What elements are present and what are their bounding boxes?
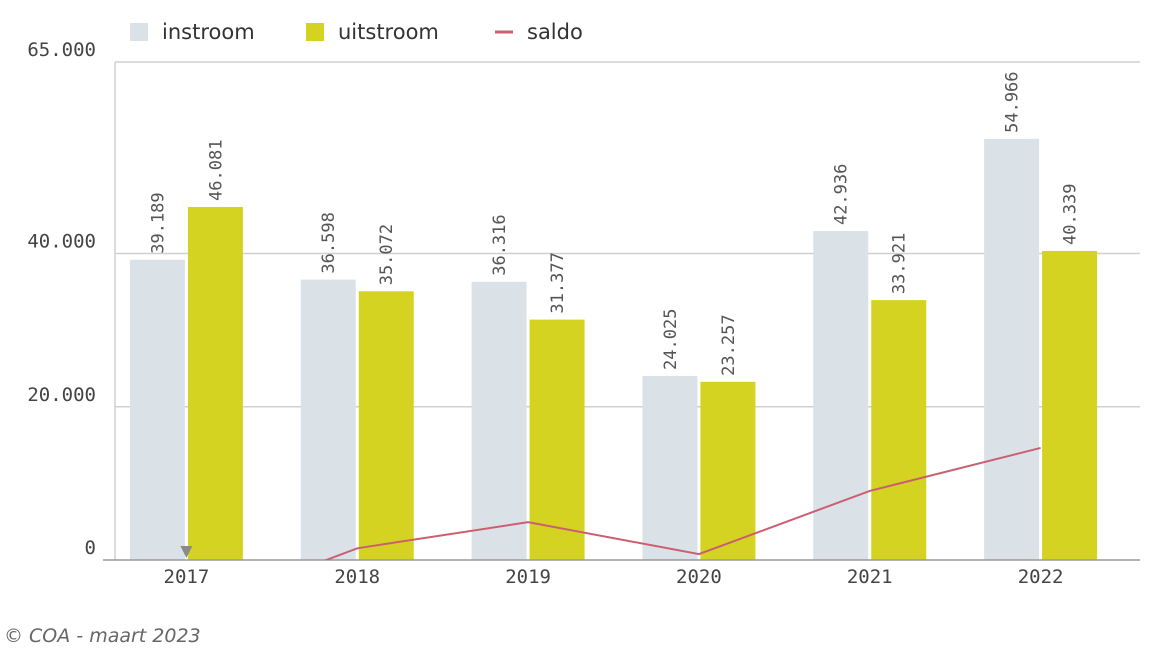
legend-label-uitstroom: uitstroom	[338, 20, 439, 44]
bar-uitstroom-2022	[1042, 250, 1098, 560]
bar-instroom-2017	[129, 259, 185, 560]
bar-instroom-2019	[471, 281, 527, 560]
off-scale-marker-saldo-2017	[180, 546, 193, 558]
data-label-uitstroom-2017: 46.081	[206, 140, 226, 201]
y-tick-label: 20.000	[27, 384, 96, 406]
bar-uitstroom-2017	[187, 206, 243, 560]
data-label-instroom-2017: 39.189	[148, 192, 168, 253]
data-label-instroom-2019: 36.316	[490, 214, 510, 275]
bar-instroom-2020	[642, 375, 698, 560]
data-label-uitstroom-2022: 40.339	[1061, 184, 1081, 245]
y-tick-label: 40.000	[27, 231, 96, 253]
data-label-instroom-2021: 42.936	[832, 164, 852, 225]
x-tick-label: 2017	[164, 566, 210, 588]
bar-uitstroom-2021	[871, 300, 927, 560]
data-label-instroom-2018: 36.598	[319, 212, 339, 273]
bar-uitstroom-2018	[358, 291, 414, 560]
data-label-uitstroom-2021: 33.921	[890, 233, 910, 294]
bar-uitstroom-2019	[529, 319, 585, 560]
bar-instroom-2018	[300, 279, 356, 560]
x-tick-label: 2018	[334, 566, 380, 588]
bar-instroom-2021	[813, 231, 869, 560]
legend-swatch-uitstroom	[306, 23, 324, 41]
data-label-instroom-2022: 54.966	[1003, 71, 1023, 132]
x-tick-label: 2022	[1018, 566, 1064, 588]
x-tick-label: 2021	[847, 566, 893, 588]
y-tick-label: 65.000	[27, 39, 96, 61]
legend-label-instroom: instroom	[162, 20, 255, 44]
y-tick-label: 0	[85, 537, 96, 559]
legend-swatch-instroom	[130, 23, 148, 41]
x-tick-label: 2020	[676, 566, 722, 588]
bar-instroom-2022	[984, 138, 1040, 561]
data-label-instroom-2020: 24.025	[661, 309, 681, 370]
data-label-uitstroom-2019: 31.377	[548, 252, 568, 313]
x-tick-label: 2019	[505, 566, 551, 588]
line-saldo	[323, 446, 1041, 560]
data-label-uitstroom-2020: 23.257	[719, 314, 739, 375]
data-label-uitstroom-2018: 35.072	[377, 224, 397, 285]
copyright-footer: © COA - maart 2023	[4, 625, 201, 647]
bar-uitstroom-2020	[700, 381, 756, 560]
legend-label-saldo: saldo	[527, 20, 583, 44]
